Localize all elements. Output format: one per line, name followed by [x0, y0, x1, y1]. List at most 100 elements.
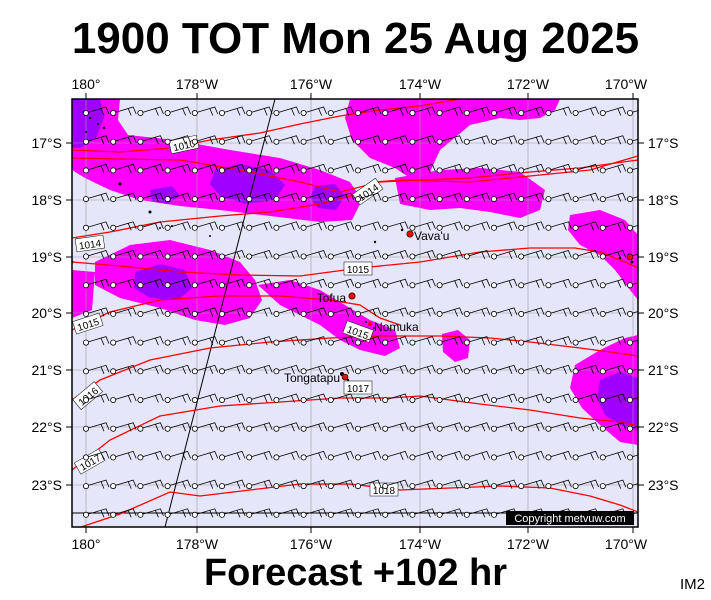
wind-barb	[518, 450, 545, 461]
svg-text:Copyright metvuw.com: Copyright metvuw.com	[514, 513, 625, 525]
wind-barb	[110, 508, 137, 518]
wind-barb	[436, 336, 463, 346]
wind-barb	[572, 106, 599, 117]
wind-barb	[137, 393, 164, 403]
wind-barb	[599, 250, 627, 260]
svg-text:1014: 1014	[78, 238, 102, 252]
wind-barb	[436, 192, 463, 203]
wind-barb	[627, 454, 638, 461]
wind-barb	[327, 393, 355, 403]
axis-ticks	[66, 93, 644, 533]
wind-barb	[436, 250, 463, 260]
wind-barb	[137, 221, 164, 231]
wind-barb	[436, 393, 463, 403]
wind-barb	[545, 278, 572, 289]
wind-barb	[436, 307, 463, 317]
wind-barb	[463, 106, 491, 117]
wind-barb	[382, 336, 409, 346]
wind-barb	[463, 336, 491, 346]
wind-barb	[627, 368, 638, 375]
wind-barb	[164, 221, 191, 231]
svg-text:1018: 1018	[373, 486, 396, 497]
wind-barb	[218, 307, 246, 317]
image-code: IM2	[679, 576, 705, 593]
wind-barb	[246, 192, 273, 203]
wind-barb	[545, 192, 572, 203]
wind-barb	[518, 163, 545, 174]
wind-barb	[218, 192, 246, 203]
wind-barb	[300, 278, 327, 289]
isobar-label: 1018	[369, 482, 399, 497]
wind-barb	[191, 307, 219, 317]
wind-barb	[463, 307, 491, 317]
wind-barbs	[83, 106, 638, 518]
place-label-tofua: Tofua	[317, 291, 347, 305]
forecast-label: Forecast +102 hr	[203, 552, 508, 594]
wind-barb	[599, 364, 627, 375]
wind-barb	[164, 393, 191, 403]
wind-barb	[110, 364, 137, 375]
wind-barb	[599, 307, 627, 317]
wind-barb	[246, 307, 273, 317]
wind-barb	[300, 106, 327, 117]
rain-area-heavy	[597, 372, 638, 430]
wind-barb	[463, 422, 491, 432]
isobar-label: 1015	[343, 261, 373, 276]
lat-labels-left: 17°S 18°S 19°S 20°S 21°S 22°S 23°S	[31, 135, 62, 493]
wind-barb	[518, 106, 545, 117]
wind-barb	[273, 393, 300, 403]
lat-label: 18°S	[648, 192, 679, 208]
lat-label: 21°S	[648, 362, 679, 378]
lat-label: 22°S	[648, 419, 679, 435]
place-marker-tongatapu	[341, 373, 349, 381]
wind-barb	[137, 250, 164, 260]
wind-barb	[354, 163, 382, 174]
place-marker-vavau	[406, 230, 414, 238]
lat-label: 17°S	[648, 135, 679, 151]
wind-barb	[300, 336, 327, 346]
wind-barb	[83, 422, 110, 432]
wind-barb	[191, 135, 219, 145]
wind-barb	[382, 250, 409, 260]
wind-barb	[327, 422, 355, 432]
wind-barb	[490, 106, 518, 117]
wind-barb	[545, 307, 572, 317]
wind-barb	[246, 336, 273, 346]
wind-barb	[83, 508, 110, 518]
wind-barb	[463, 450, 491, 461]
wind-barb	[436, 364, 463, 375]
rain-area-heavy	[134, 264, 192, 300]
wind-barb	[409, 106, 436, 117]
wind-barb	[599, 221, 627, 231]
wind-barb	[327, 364, 355, 375]
wind-barb	[164, 307, 191, 317]
wind-barb	[627, 167, 638, 174]
wind-barb	[436, 221, 463, 231]
wind-barb	[354, 307, 382, 317]
wind-barb	[518, 479, 545, 490]
wind-barb	[218, 393, 246, 403]
wind-barb	[246, 278, 273, 289]
wind-barb	[545, 106, 572, 117]
wind-barb	[545, 393, 572, 403]
wind-barb	[545, 450, 572, 461]
wind-barb	[545, 422, 572, 432]
wind-barb	[273, 192, 300, 203]
wind-barb	[300, 307, 327, 317]
wind-barb	[110, 307, 137, 317]
isobar-label: 1017	[343, 380, 373, 395]
wind-barb	[300, 163, 327, 174]
wind-barb	[83, 250, 110, 260]
wind-barb	[273, 479, 300, 490]
wind-barb	[490, 250, 518, 260]
lon-label: 178°W	[176, 76, 219, 92]
wind-barb	[599, 336, 627, 346]
wind-barb	[191, 106, 219, 117]
wind-barb	[327, 221, 355, 231]
wind-barb	[246, 422, 273, 432]
wind-barb	[110, 278, 137, 289]
wind-barb	[110, 192, 137, 203]
wind-barb	[545, 336, 572, 346]
wind-barb	[327, 479, 355, 490]
wind-barb	[164, 250, 191, 260]
